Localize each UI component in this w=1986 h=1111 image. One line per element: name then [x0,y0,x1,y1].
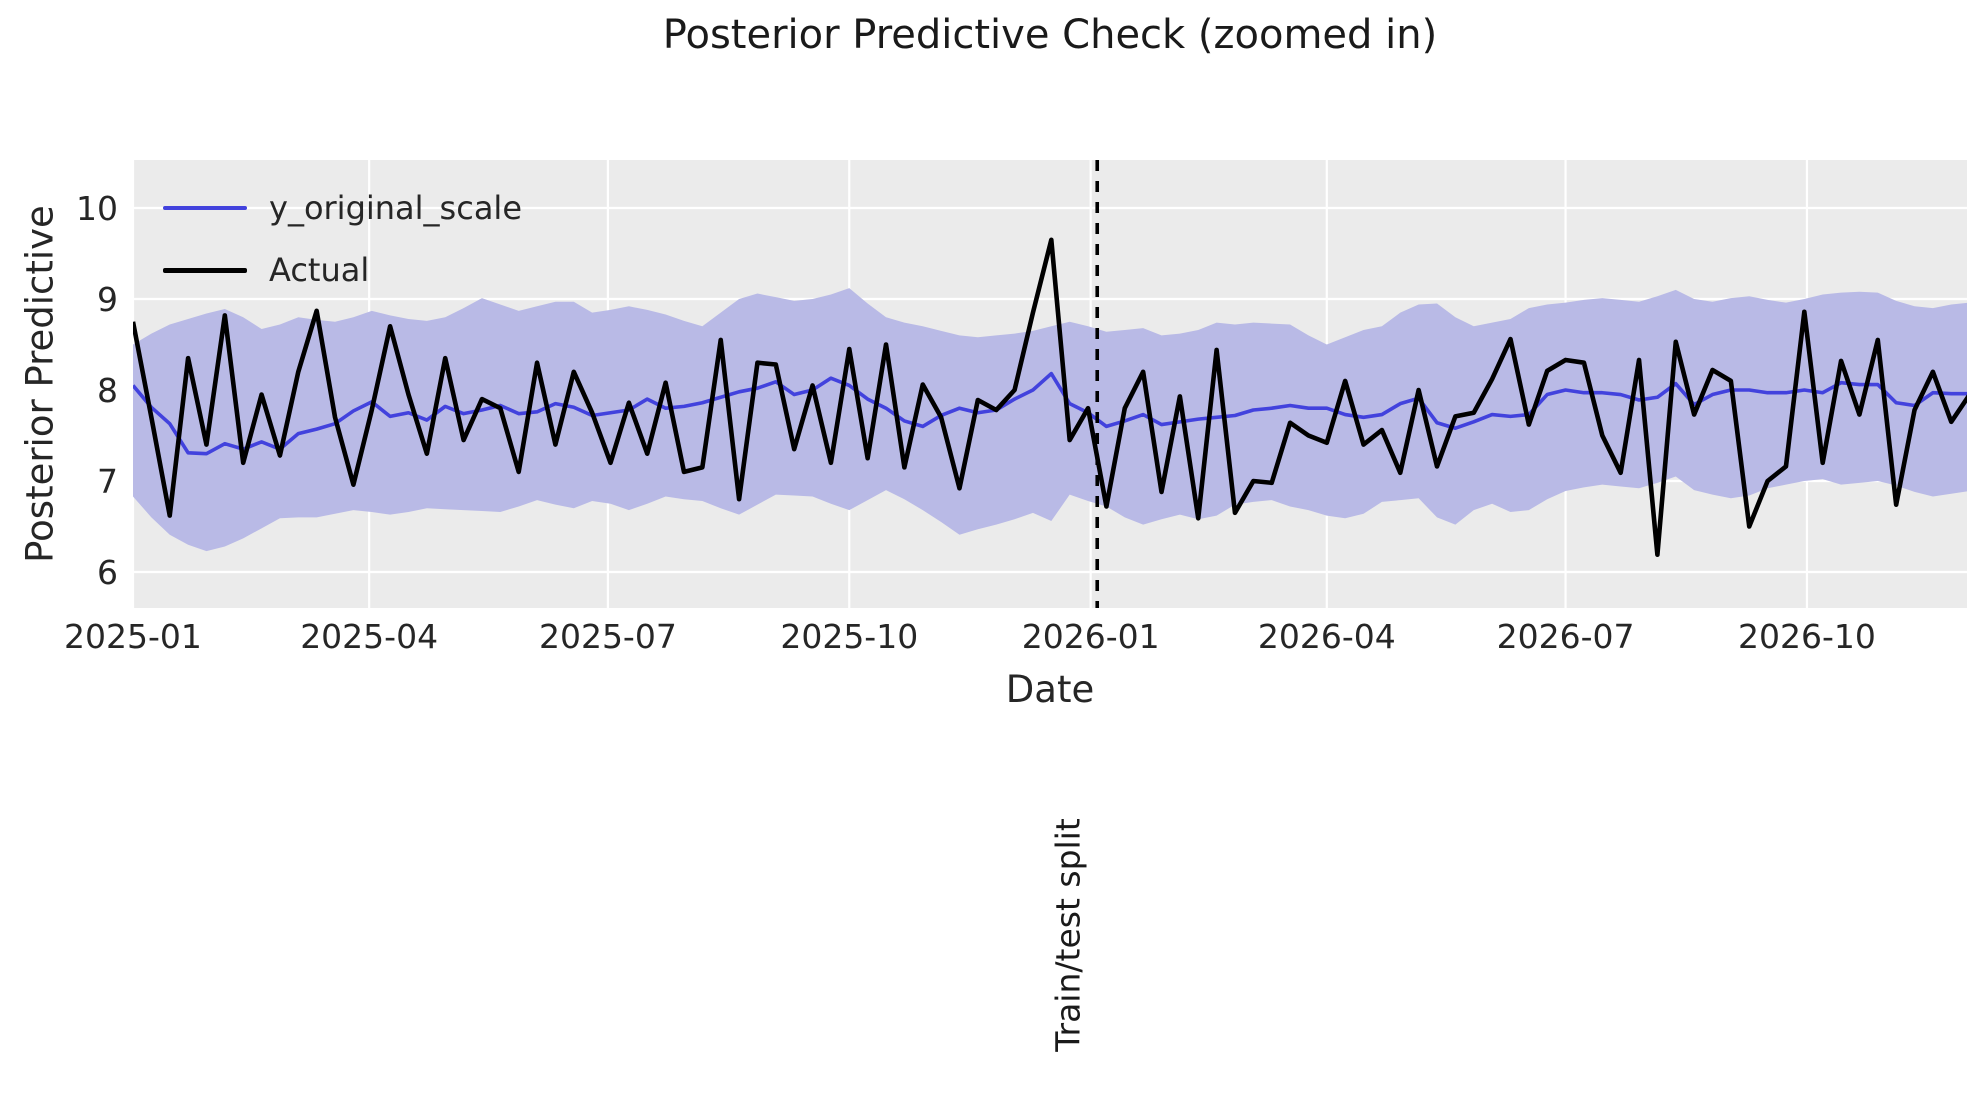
y-tick-label: 9 [97,280,118,319]
chart-title: Posterior Predictive Check (zoomed in) [662,12,1438,58]
x-tick-label: 2025-04 [300,617,438,656]
credible-interval-band [133,288,1967,552]
x-tick-label: 2025-07 [539,617,677,656]
actual-legend-swatch [163,267,247,273]
x-tick-label: 2026-10 [1738,617,1876,656]
y-tick-label: 6 [97,553,118,592]
x-tick-label: 2025-10 [780,617,918,656]
y-axis-label: Posterior Predictive [18,205,62,563]
train-test-split-annotation: Train/test split [1048,818,1088,1052]
actual-line [133,237,1967,558]
legend-item-posterior-mean: y_original_scale [163,188,522,228]
x-axis-tick-labels: 2025-01 2025-04 2025-07 2025-10 2026-01 2026-… [64,617,1876,656]
x-tick-label: 2025-01 [64,617,202,656]
legend: y_original_scale Actual [163,188,522,312]
data-layer [133,160,1967,608]
y-tick-label: 10 [76,189,118,228]
y-tick-label: 8 [97,371,118,410]
x-tick-label: 2026-04 [1258,617,1396,656]
x-tick-label: 2026-01 [1022,617,1160,656]
x-axis-label: Date [1005,668,1095,711]
legend-item-actual: Actual [163,250,522,290]
y-tick-label: 7 [97,462,118,501]
x-tick-label: 2026-07 [1497,617,1635,656]
y-axis-tick-labels: 6 7 8 9 10 [76,189,118,592]
legend-label-actual: Actual [269,251,370,289]
posterior-mean-legend-swatch [163,206,247,210]
posterior-mean-line [133,371,1967,456]
legend-label-posterior-mean: y_original_scale [269,189,522,227]
